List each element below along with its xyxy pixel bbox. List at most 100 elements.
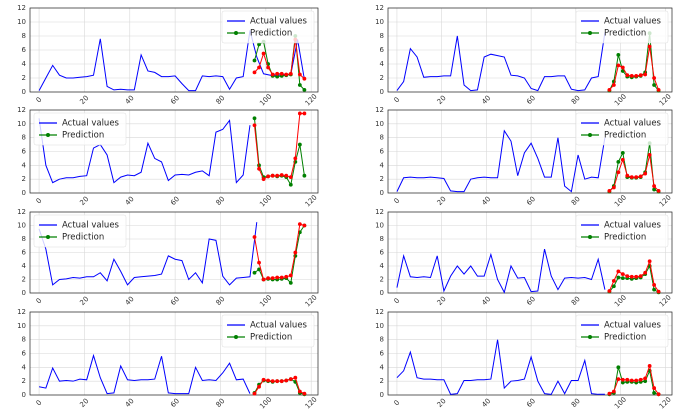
y-tick-label: 4 (380, 161, 385, 169)
legend-label: Prediction (604, 131, 646, 141)
x-tick-label: 60 (169, 295, 181, 307)
series-marker (302, 111, 307, 116)
x-tick-label: 120 (304, 92, 319, 107)
legend-label: Actual values (250, 17, 308, 27)
x-tick-label: 40 (480, 195, 492, 207)
x-tick-label: 80 (570, 295, 582, 307)
series-marker (288, 175, 293, 179)
series-marker (634, 378, 639, 383)
legend-label: Prediction (250, 333, 292, 343)
series-marker (252, 123, 257, 128)
y-tick-label: 6 (380, 148, 385, 156)
series-marker (261, 177, 266, 182)
series-marker (297, 72, 302, 77)
series-marker (616, 275, 621, 280)
y-tick-label: 6 (380, 46, 385, 54)
series-marker (616, 159, 621, 164)
series-marker (261, 51, 266, 56)
x-tick-label: 60 (525, 195, 537, 207)
series-marker (652, 283, 657, 287)
series-marker (616, 53, 621, 57)
y-tick-label: 8 (380, 134, 384, 142)
series-marker (611, 284, 616, 289)
series-marker (279, 173, 284, 177)
x-tick-label: 0 (35, 197, 44, 206)
series-marker (625, 274, 630, 279)
series-marker (638, 274, 643, 279)
series-marker (629, 378, 634, 383)
series-marker (252, 116, 257, 121)
x-tick-label: 80 (215, 94, 227, 106)
x-tick-label: 20 (78, 295, 90, 307)
series-marker (638, 73, 643, 78)
series-marker (638, 377, 643, 382)
series-marker (607, 88, 612, 92)
legend-label: Prediction (604, 233, 646, 243)
y-tick-label: 12 (17, 208, 26, 216)
series-line (396, 32, 606, 92)
series-marker (647, 153, 652, 157)
series-marker (252, 58, 257, 63)
legend-box (575, 112, 669, 146)
series-marker (297, 389, 302, 394)
y-tick-label: 0 (22, 189, 26, 197)
series-marker (643, 72, 648, 77)
series-marker (252, 70, 257, 75)
series-marker (634, 274, 639, 279)
series-marker (616, 365, 621, 370)
x-tick-label: 100 (613, 395, 628, 410)
y-tick-label: 2 (22, 175, 26, 183)
y-tick-label: 2 (22, 377, 26, 385)
series-line (609, 143, 659, 193)
x-tick-label: 40 (480, 397, 492, 409)
legend-label: Prediction (250, 29, 292, 39)
y-tick-label: 4 (380, 60, 385, 68)
series-marker (643, 379, 648, 384)
plot-frame (29, 7, 319, 93)
legend-label: Prediction (604, 333, 646, 343)
series-line (609, 154, 659, 192)
series-marker (257, 384, 261, 389)
series-marker (288, 273, 293, 278)
x-tick-label: 20 (78, 397, 90, 409)
x-tick-label: 120 (304, 193, 319, 208)
series-line (396, 249, 606, 294)
series-marker (270, 379, 275, 384)
series-line (396, 129, 606, 193)
legend-label: Prediction (62, 233, 104, 243)
series-marker (611, 278, 616, 283)
series-marker (625, 377, 630, 382)
y-tick-label: 4 (22, 262, 27, 270)
series-line (38, 118, 251, 184)
series-marker (257, 42, 261, 47)
series-marker (252, 270, 257, 275)
y-tick-label: 10 (375, 18, 384, 26)
y-tick-label: 8 (22, 134, 26, 142)
series-line (396, 339, 605, 395)
y-tick-label: 0 (380, 391, 384, 399)
legend-marker (588, 235, 592, 239)
x-tick-label: 20 (436, 195, 448, 207)
series-marker (275, 173, 280, 178)
x-tick-label: 20 (436, 295, 448, 307)
series-marker (270, 173, 275, 178)
y-tick-label: 10 (375, 322, 384, 330)
legend-label: Prediction (62, 131, 104, 141)
x-tick-label: 100 (258, 395, 273, 410)
series-marker (266, 276, 271, 281)
y-tick-label: 4 (380, 363, 385, 371)
series-marker (257, 267, 261, 272)
y-tick-label: 0 (22, 88, 26, 96)
legend-box (221, 10, 315, 44)
series-marker (652, 76, 657, 80)
series-marker (620, 150, 625, 155)
legend-label: Actual values (604, 221, 662, 231)
series-marker (634, 74, 639, 78)
series-marker (652, 391, 657, 395)
y-tick-label: 0 (380, 88, 384, 96)
x-tick-label: 60 (525, 94, 537, 106)
x-tick-label: 120 (658, 395, 673, 410)
series-marker (284, 274, 289, 279)
series-marker (252, 235, 257, 239)
